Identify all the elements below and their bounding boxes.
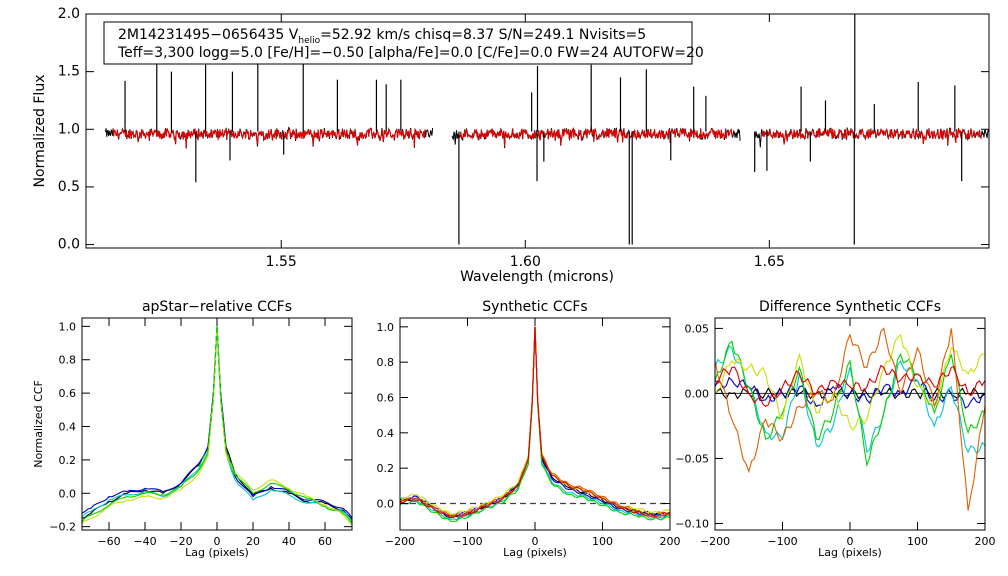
spectrum-lines: [105, 14, 990, 245]
apstar-ccf-series-visit-2: [81, 326, 353, 519]
apstar-ccf-x-tick-label: −40: [133, 535, 156, 548]
apstar-ccf-x-tick-label: 40: [282, 535, 296, 548]
difference-ccf-series-visit-4: [714, 340, 986, 468]
spectrum-y-tick-label: 0.0: [58, 237, 80, 253]
difference-ccf-series-visit-3: [714, 345, 986, 455]
model-spectrum-chip-2: [459, 127, 734, 147]
apstar-ccf-title: apStar−relative CCFs: [142, 299, 292, 315]
synthetic-ccf-x-tick-label: 0: [532, 535, 539, 548]
spectrum-y-tick-label: 1.0: [58, 121, 80, 137]
synthetic-ccf-y-tick-label: 1.0: [377, 321, 395, 334]
annotation-line1: 2M14231495−0656435 Vhelio=52.92 km/s chi…: [118, 27, 646, 46]
synthetic-ccf-x-tick-label: 100: [592, 535, 613, 548]
synthetic-ccf-x-label: Lag (pixels): [503, 546, 567, 559]
synthetic-ccf-plot-frame: [399, 317, 671, 531]
synthetic-ccf-series-visit-7: [399, 326, 671, 519]
difference-ccf-x-tick-label: 100: [907, 535, 928, 548]
difference-ccf-x-label: Lag (pixels): [818, 546, 882, 559]
annotation-box: [103, 21, 693, 65]
synthetic-ccf-y-tick-label: 0.8: [377, 356, 395, 369]
annotation-subscript: helio: [298, 36, 320, 46]
annotation-star-velocity: 2M14231495−0656435 V: [118, 27, 299, 43]
difference-ccf-series-visit-7: [714, 364, 986, 408]
difference-ccf-axis-ticks: −200 −100 0 100 200 −0.10 −0.05 0.00 0.05: [675, 318, 996, 548]
synthetic-ccf-y-tick-label: 0.4: [377, 427, 395, 440]
model-spectrum-chip-3: [761, 127, 982, 145]
spectrum-y-tick-label: 2.0: [58, 6, 80, 22]
difference-ccf-series-visit-6: [714, 327, 986, 511]
synthetic-ccf-axis-ticks: −200 −100 0 100 200 0.0 0.2 0.4 0.6 0.8 1.0: [377, 318, 681, 548]
apstar-ccf-series-template: [198, 326, 236, 474]
spectrum-y-tick-label: 0.5: [58, 179, 80, 195]
spectrum-y-label: Normalized Flux: [32, 75, 48, 188]
difference-ccf-series-visit-5: [714, 333, 986, 431]
spectrum-plot-frame: [85, 13, 990, 249]
apstar-ccf-series-visit-5: [81, 326, 353, 526]
difference-ccf-y-tick-label: 0.05: [685, 322, 710, 335]
apstar-ccf-panel: apStar−relative CCFs −60 −40 −20 0 20 40 60 −0.…: [32, 299, 353, 559]
synthetic-ccf-series-visit-1: [399, 326, 671, 519]
difference-ccf-y-tick-label: 0.00: [685, 387, 710, 400]
model-spectrum-chip-1: [112, 127, 426, 147]
apstar-ccf-x-label: Lag (pixels): [185, 546, 249, 559]
synthetic-ccf-series-visit-2: [399, 326, 671, 517]
synthetic-ccf-panel: Synthetic CCFs −200 −100 0 100 200 0.0 0.2 0.4 0…: [377, 299, 681, 559]
apstar-ccf-y-tick-label: 0.0: [59, 487, 77, 500]
apstar-ccf-x-tick-label: 60: [318, 535, 332, 548]
spectrum-axis-ticks: 1.55 1.60 1.65 0.0 0.5 1.0 1.5 2.0: [58, 6, 989, 270]
apstar-ccf-y-tick-label: 0.4: [59, 421, 77, 434]
difference-ccf-x-tick-label: −200: [700, 535, 730, 548]
observed-spectrum-chip-3: [754, 126, 990, 148]
apstar-ccf-x-tick-label: −60: [97, 535, 120, 548]
difference-ccf-x-tick-label: −100: [767, 535, 797, 548]
difference-ccf-panel: Difference Synthetic CCFs −200 −100 0 100 20…: [675, 299, 995, 559]
synthetic-ccf-series-visit-5: [399, 326, 671, 516]
synthetic-ccf-y-tick-label: 0.2: [377, 462, 395, 475]
apstar-ccf-series-visit-1: [81, 326, 353, 521]
apstar-ccf-x-tick-label: 20: [246, 535, 260, 548]
apstar-ccf-y-tick-label: 1.0: [59, 320, 77, 333]
synthetic-ccf-series-visit-4: [399, 326, 671, 523]
annotation-stats: =52.92 km/s chisq=8.37 S/N=249.1 Nvisits…: [320, 27, 646, 43]
spectrum-x-tick-label: 1.60: [510, 254, 541, 270]
difference-ccf-title: Difference Synthetic CCFs: [759, 299, 941, 315]
apstar-ccf-y-tick-label: 0.8: [59, 354, 77, 367]
apstar-ccf-y-tick-label: −0.2: [49, 521, 76, 534]
apstar-ccf-series-visit-4: [81, 326, 353, 524]
difference-ccf-y-tick-label: −0.10: [675, 517, 709, 530]
apstar-ccf-y-tick-label: 0.2: [59, 454, 77, 467]
spectrum-x-tick-label: 1.65: [754, 254, 785, 270]
apstar-ccf-series-visit-3: [81, 326, 353, 523]
annotation-line2: Teff=3,300 logg=5.0 [Fe/H]=−0.50 [alpha/…: [117, 45, 704, 61]
synthetic-ccf-series-visit-3: [399, 326, 671, 521]
apstar-ccf-axis-ticks: −60 −40 −20 0 20 40 60 −0.2 0.0 0.2 0.4 0.6 0.8 1.0: [49, 318, 352, 548]
apstar-ccf-y-label: Normalized CCF: [32, 380, 45, 468]
synthetic-ccf-y-tick-label: 0.6: [377, 392, 395, 405]
difference-ccf-lines: [714, 327, 986, 511]
spectrum-x-label: Wavelength (microns): [460, 269, 614, 285]
synthetic-ccf-title: Synthetic CCFs: [482, 299, 587, 315]
spectrum-y-tick-label: 1.5: [58, 64, 80, 80]
synthetic-ccf-x-tick-label: −200: [385, 535, 415, 548]
apstar-ccf-x-tick-label: 0: [214, 535, 221, 548]
spectrum-x-tick-label: 1.55: [266, 254, 297, 270]
difference-ccf-y-tick-label: −0.05: [675, 452, 709, 465]
synthetic-ccf-x-tick-label: −100: [452, 535, 482, 548]
apstar-ccf-lines: [81, 326, 353, 526]
difference-ccf-x-tick-label: 200: [975, 535, 996, 548]
apstar-ccf-x-tick-label: −20: [169, 535, 192, 548]
difference-ccf-x-tick-label: 0: [847, 535, 854, 548]
synthetic-ccf-y-tick-label: 0.0: [377, 498, 395, 511]
synthetic-ccf-series-visit-6: [399, 326, 671, 519]
apstar-ccf-y-tick-label: 0.6: [59, 387, 77, 400]
spectrum-panel: 1.55 1.60 1.65 0.0 0.5 1.0 1.5 2.0 2M14231495−0…: [32, 6, 990, 285]
synthetic-ccf-x-tick-label: 200: [660, 535, 681, 548]
synthetic-ccf-lines: [399, 326, 671, 523]
